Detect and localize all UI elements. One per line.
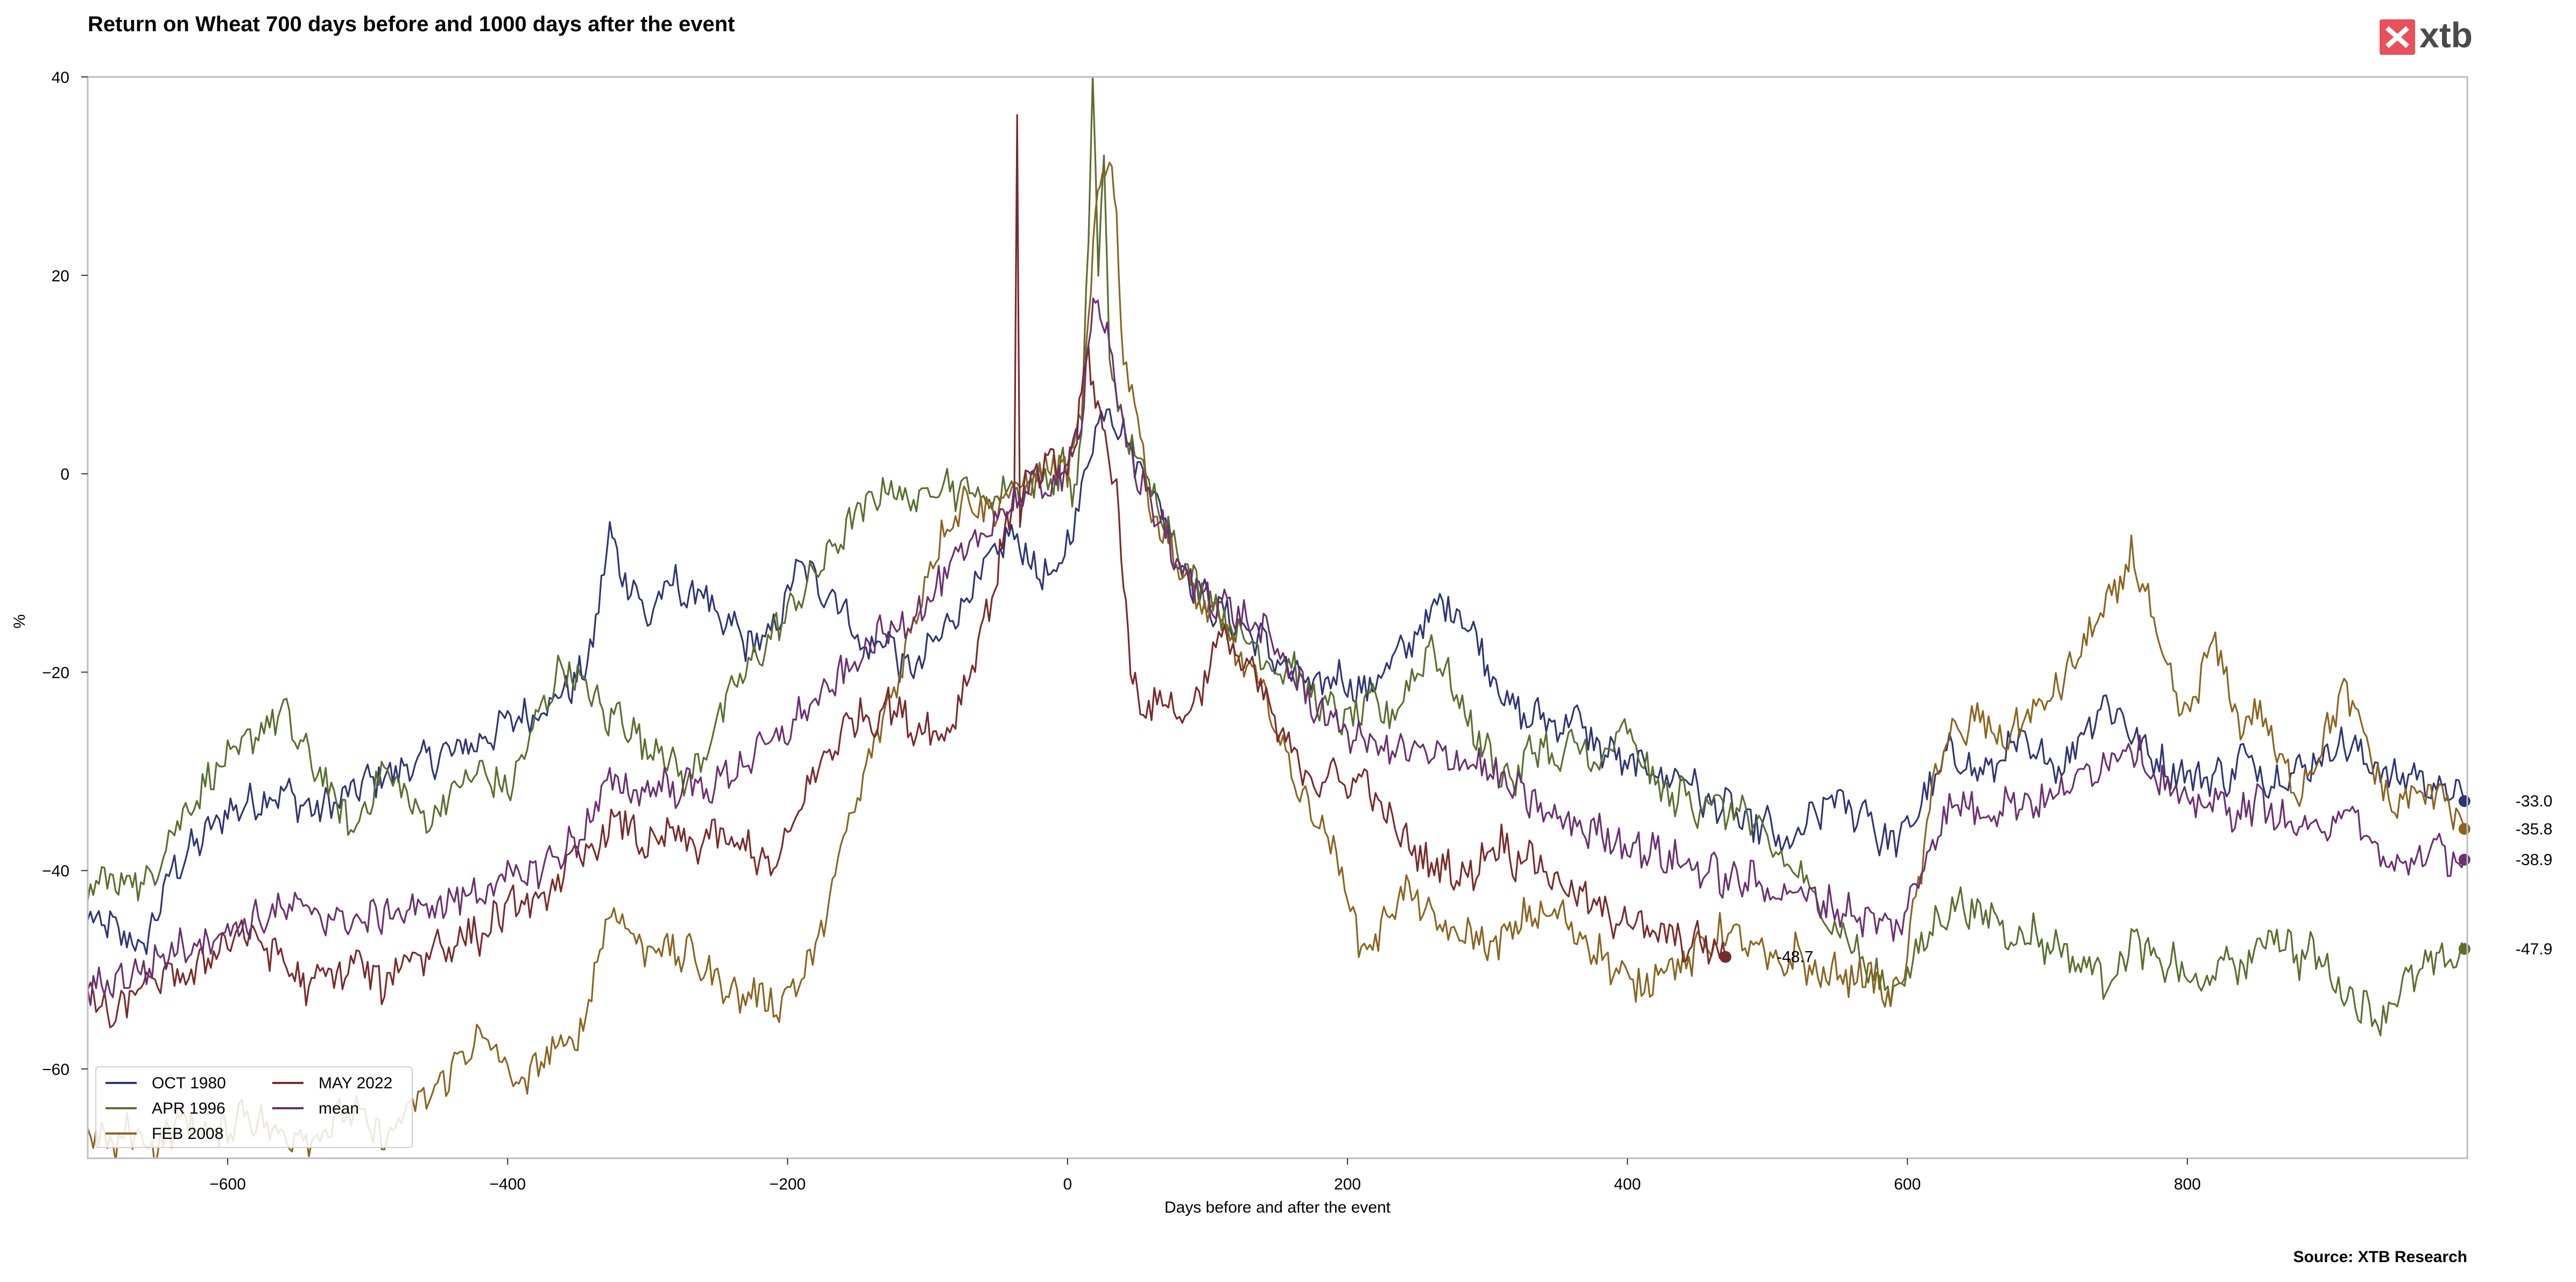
end-label-feb-2008: -35.8: [2516, 820, 2552, 838]
y-axis-label: %: [11, 614, 29, 629]
series-line-feb-2008: [88, 161, 2466, 1158]
y-tick-label: 20: [52, 267, 69, 285]
legend-label-feb-2008: FEB 2008: [152, 1125, 223, 1143]
x-axis-label: Days before and after the event: [1165, 1199, 1391, 1216]
end-label-mean: -38.9: [2516, 851, 2552, 869]
end-marker-mean: [2458, 853, 2471, 866]
series-line-oct-1980: [88, 408, 2466, 955]
end-label-oct-1980: -33.0: [2516, 792, 2552, 810]
source-note: Source: XTB Research: [2293, 1248, 2467, 1266]
y-tick-label: −40: [42, 862, 69, 880]
legend-label-oct-1980: OCT 1980: [152, 1074, 226, 1092]
x-tick-label: 600: [1894, 1175, 1921, 1193]
xtb-logo: xtb: [2380, 15, 2473, 55]
end-marker-oct-1980: [2458, 795, 2471, 808]
series-group: [88, 77, 2466, 1158]
legend-box: [95, 1066, 413, 1148]
x-tick-label: 0: [1063, 1175, 1072, 1193]
series-line-mean: [88, 298, 2466, 1007]
end-label-may-2022: -48.7: [1776, 948, 1813, 966]
x-tick-label: 800: [2174, 1175, 2201, 1193]
x-tick-label: 200: [1334, 1175, 1361, 1193]
end-marker-apr-1996: [2458, 943, 2471, 955]
chart-title: Return on Wheat 700 days before and 1000…: [88, 12, 735, 36]
y-tick-label: 0: [60, 466, 69, 484]
y-tick-label: 40: [52, 69, 69, 87]
x-tick-label: −600: [209, 1175, 246, 1193]
x-tick-label: −400: [490, 1175, 526, 1193]
plot-area: -33.0-47.9-35.8-48.7-38.9−600 −400 −200 0 20…: [42, 69, 2552, 1193]
xtb-logo-x-icon: [2385, 26, 2410, 48]
legend-label-mean: mean: [319, 1100, 359, 1117]
end-marker-may-2022: [1719, 951, 1732, 963]
legend-label-may-2022: MAY 2022: [319, 1074, 392, 1092]
x-tick-label: −200: [770, 1175, 806, 1193]
x-tick-label: 400: [1614, 1175, 1641, 1193]
plot-frame: [87, 76, 2468, 1159]
end-label-apr-1996: -47.9: [2516, 940, 2552, 958]
series-line-apr-1996: [88, 77, 2466, 1037]
y-tick-label: −20: [42, 664, 69, 682]
legend-label-apr-1996: APR 1996: [152, 1100, 225, 1117]
end-marker-feb-2008: [2458, 823, 2471, 835]
series-line-may-2022: [88, 114, 1726, 1029]
legend: OCT 1980 APR 1996 FEB 2008 MAY 2022 mean: [95, 1066, 413, 1148]
y-tick-label: −60: [42, 1061, 69, 1079]
xtb-logo-text: xtb: [2419, 15, 2473, 55]
